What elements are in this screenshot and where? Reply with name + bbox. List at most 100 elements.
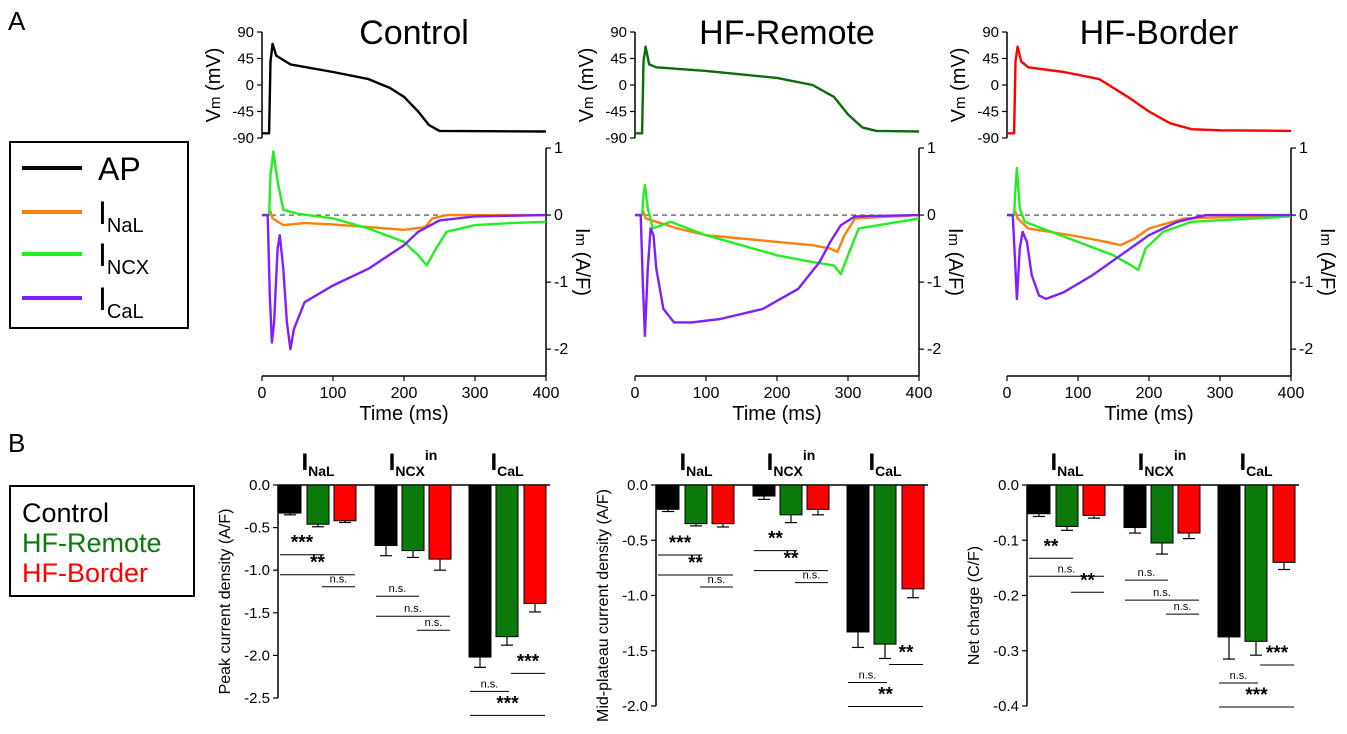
- bar: [901, 484, 925, 590]
- im-tick-label: -1: [554, 274, 568, 291]
- bar-y-tick-label: -0.4: [993, 698, 1019, 715]
- trace-incx: [1007, 166, 1292, 272]
- vm-ylabel: Vm (mV): [203, 48, 225, 123]
- bar: [374, 484, 398, 546]
- bar: [684, 484, 708, 525]
- line-chart-3: HF-Border 90 45 0 -45 -90 Vm (mV) 1 0 -1 -2 Im (A/F…: [948, 14, 1338, 425]
- im-tick-label: -2: [1299, 341, 1313, 358]
- im-tick-label: 1: [1299, 140, 1308, 157]
- vm-tick-label: -45: [232, 104, 254, 121]
- bar-y-tick-label: -1.0: [622, 588, 648, 605]
- bar: [873, 484, 897, 645]
- significance-label: **: [878, 684, 893, 705]
- bar-y-tick-label: -0.3: [993, 643, 1019, 660]
- vm-ylabel: Vm (mV): [948, 48, 970, 123]
- significance-label: **: [1080, 570, 1095, 591]
- bar: [779, 484, 803, 516]
- legend-a-box: [9, 141, 189, 329]
- trace-inal: [1007, 210, 1292, 247]
- trace-inal: [262, 210, 546, 232]
- x-tick-label: 100: [1065, 385, 1092, 402]
- significance-label: n.s.: [1174, 601, 1192, 613]
- legend-b-box: [9, 485, 195, 597]
- vm-tick-label: -90: [232, 130, 254, 147]
- x-tick-label: 400: [906, 385, 933, 402]
- bar: [1244, 484, 1268, 642]
- bar-group-title: INCXin: [767, 447, 816, 479]
- bar: [806, 484, 830, 510]
- trace-ical: [635, 213, 920, 337]
- chart-title: HF-Remote: [699, 14, 875, 52]
- x-tick-label: 200: [391, 385, 418, 402]
- bar: [1272, 484, 1296, 563]
- bar: [752, 484, 776, 497]
- bar-y-tick-label: -0.5: [244, 520, 270, 537]
- x-tick-label: 400: [1278, 385, 1305, 402]
- bar-y-tick-label: -0.2: [993, 588, 1019, 605]
- bar-y-tick-label: -2.0: [244, 647, 270, 664]
- vm-tick-label: 0: [619, 77, 627, 94]
- bar-group-title: INaL: [301, 449, 335, 479]
- chart-title: Control: [359, 14, 469, 52]
- im-tick-label: 1: [927, 140, 936, 157]
- bar: [1123, 484, 1147, 529]
- vm-tick-label: 90: [237, 24, 254, 41]
- bar-y-tick-label: -0.5: [622, 532, 648, 549]
- vm-tick-label: 0: [991, 77, 999, 94]
- bar-chart-3: 0.0 -0.1 -0.2 -0.3 -0.4 Net charge (C/F) INaL I…: [966, 447, 1299, 715]
- bar: [1217, 484, 1241, 638]
- significance-label: ***: [291, 533, 314, 554]
- bar: [1027, 484, 1051, 515]
- x-tick-label: 300: [835, 385, 862, 402]
- ap-trace: [262, 42, 547, 135]
- significance-label: n.s.: [1230, 670, 1248, 682]
- bar-y-tick-label: -1.5: [244, 605, 270, 622]
- bar-group-title: ICaL: [1239, 449, 1273, 479]
- legend-b-label: HF-Border: [22, 558, 148, 588]
- significance-label: n.s.: [859, 669, 877, 681]
- line-chart-1: Control 90 45 0 -45 -90 Vm (mV) 1 0 -1 -2 Im (A/F) 0…: [203, 14, 593, 425]
- vm-tick-label: -90: [977, 130, 999, 147]
- x-axis-label: Time (ms): [732, 403, 821, 425]
- legend-a-label: AP: [98, 151, 141, 187]
- bar: [333, 484, 357, 522]
- ap-trace: [635, 45, 920, 135]
- bar-y-tick-label: 0.0: [249, 477, 270, 494]
- im-tick-label: -1: [1299, 274, 1313, 291]
- vm-tick-label: 45: [237, 51, 254, 68]
- bar: [1055, 484, 1079, 527]
- bar: [428, 484, 452, 560]
- bar-chart-2: 0.0 -0.5 -1.0 -1.5 -2.0 Mid-plateau current d…: [595, 447, 928, 722]
- x-tick-label: 0: [631, 385, 640, 402]
- significance-label: n.s.: [1138, 567, 1156, 579]
- significance-label: **: [310, 553, 325, 574]
- significance-label: n.s.: [1153, 587, 1171, 599]
- vm-tick-label: 45: [610, 51, 627, 68]
- vm-tick-label: 45: [982, 51, 999, 68]
- im-ylabel: Im (A/F): [571, 228, 593, 296]
- vm-ylabel: Vm (mV): [576, 48, 598, 123]
- significance-label: **: [768, 529, 783, 550]
- vm-tick-label: -90: [605, 130, 627, 147]
- legend-b-label: HF-Remote: [22, 528, 162, 558]
- significance-label: n.s.: [1058, 563, 1076, 575]
- trace-ical: [262, 213, 547, 351]
- im-tick-label: 0: [1299, 207, 1308, 224]
- bar-y-label: Peak current density (A/F): [217, 509, 234, 695]
- x-axis-label: Time (ms): [1104, 403, 1193, 425]
- bar: [306, 484, 330, 525]
- bar: [711, 484, 735, 525]
- bar: [401, 484, 425, 552]
- x-tick-label: 400: [533, 385, 560, 402]
- bar-y-tick-label: -1.5: [622, 643, 648, 660]
- significance-label: n.s.: [425, 617, 443, 629]
- im-tick-label: 1: [554, 140, 563, 157]
- im-tick-label: -2: [927, 341, 941, 358]
- im-ylabel: Im (A/F): [944, 228, 966, 296]
- bar: [1177, 484, 1201, 534]
- trace-ical: [1007, 213, 1291, 301]
- significance-label: **: [1044, 536, 1059, 557]
- im-tick-label: -2: [554, 341, 568, 358]
